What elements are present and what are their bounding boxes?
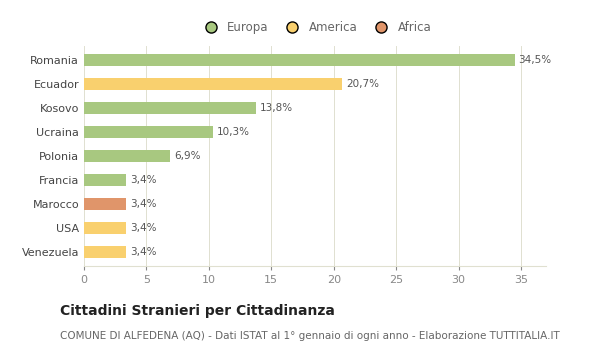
Bar (84, 126, 212, 138)
Text: 3,4%: 3,4% (130, 199, 157, 209)
Bar (84, 222, 127, 234)
Legend: Europa, America, Africa: Europa, America, Africa (194, 16, 436, 38)
Text: 34,5%: 34,5% (518, 55, 551, 65)
Text: Cittadini Stranieri per Cittadinanza: Cittadini Stranieri per Cittadinanza (60, 304, 335, 318)
Bar (84, 102, 256, 114)
Text: 3,4%: 3,4% (130, 175, 157, 185)
Text: 10,3%: 10,3% (217, 127, 250, 137)
Bar (84, 198, 127, 210)
Text: COMUNE DI ALFEDENA (AQ) - Dati ISTAT al 1° gennaio di ogni anno - Elaborazione T: COMUNE DI ALFEDENA (AQ) - Dati ISTAT al … (60, 331, 560, 341)
Text: 3,4%: 3,4% (130, 223, 157, 233)
Text: 13,8%: 13,8% (260, 103, 293, 113)
Text: 20,7%: 20,7% (346, 79, 379, 89)
Bar (84, 150, 170, 162)
Text: 6,9%: 6,9% (174, 151, 200, 161)
Bar (84, 246, 127, 258)
Bar (84, 174, 127, 186)
Bar (84, 78, 343, 90)
Bar (84, 54, 515, 66)
Text: 3,4%: 3,4% (130, 247, 157, 257)
